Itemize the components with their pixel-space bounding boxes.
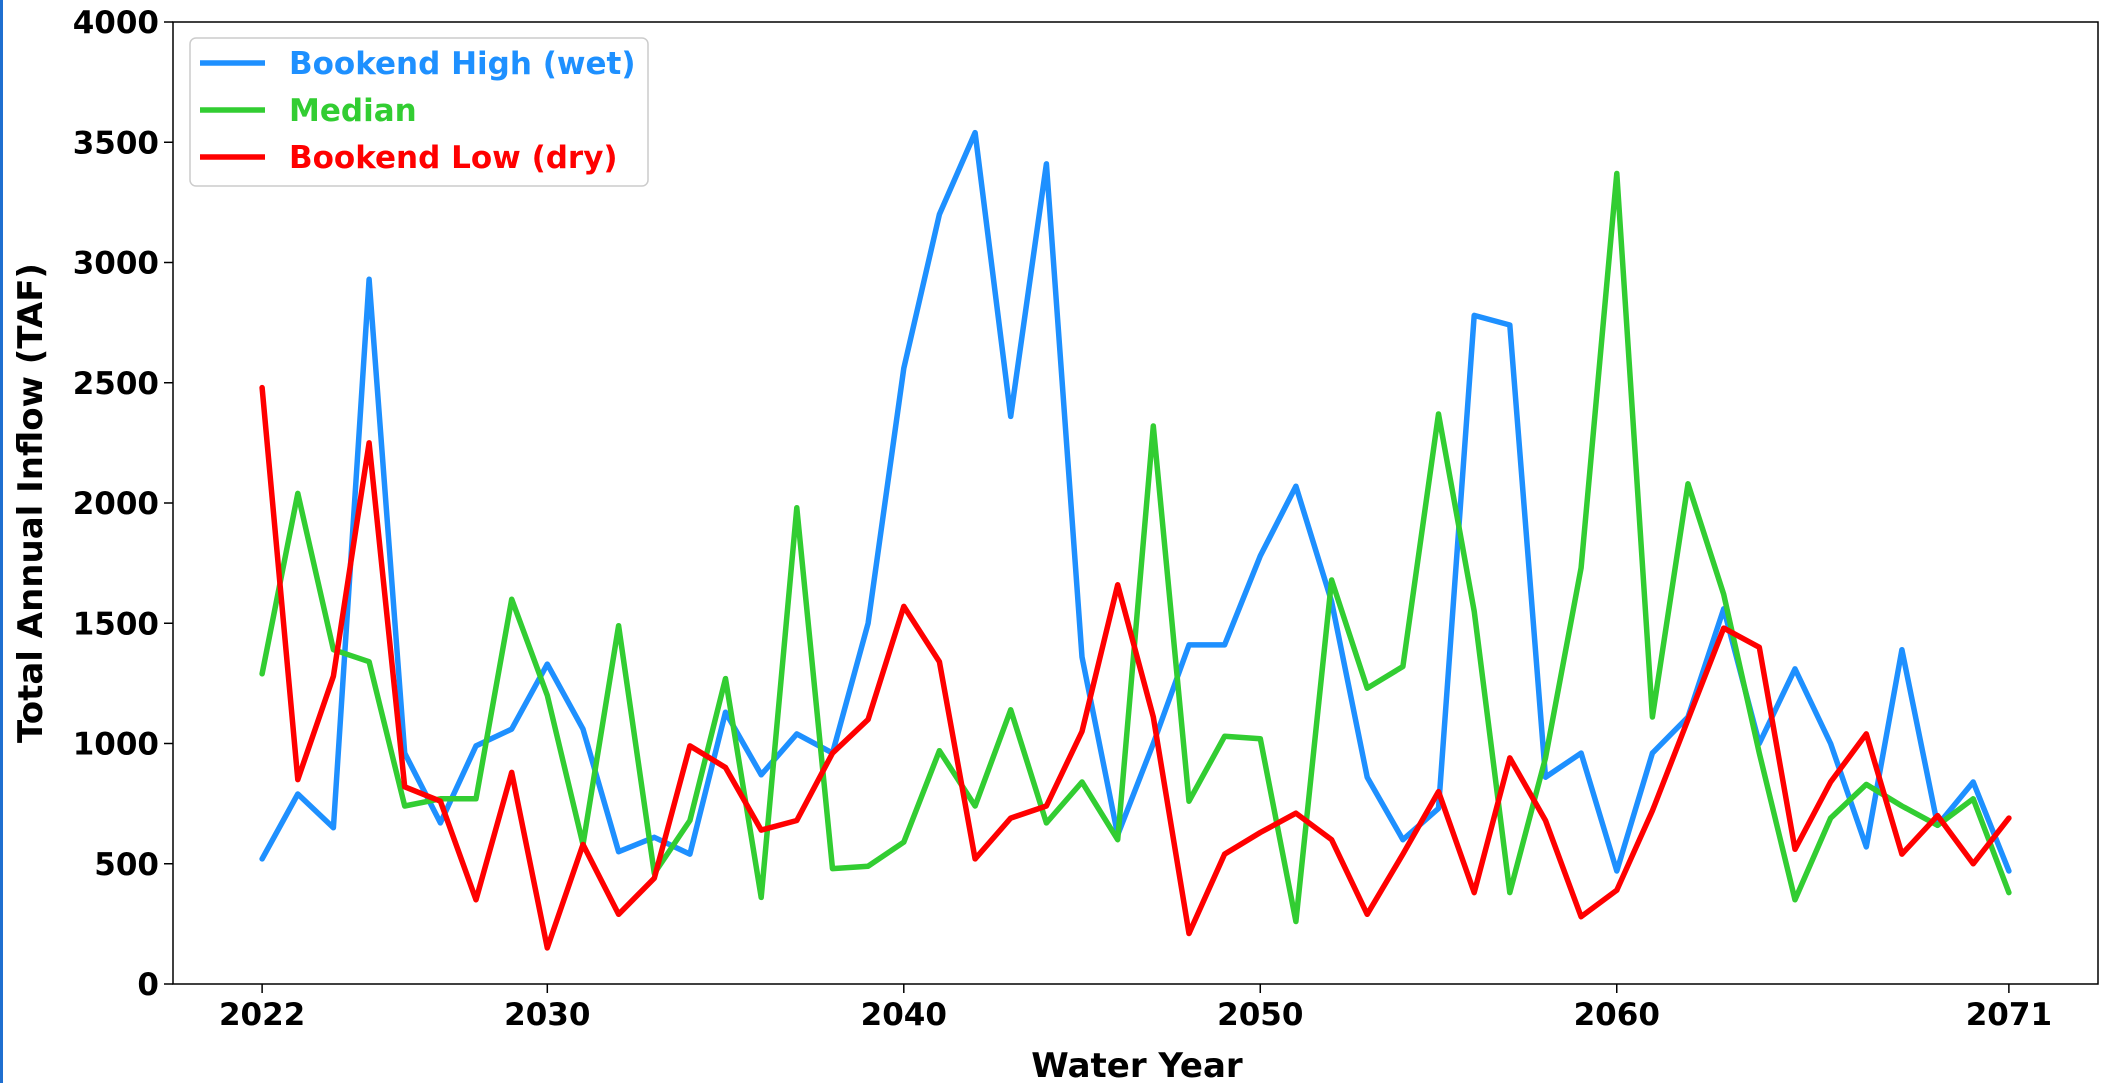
legend-box	[189, 37, 649, 187]
x-tick-label: 2060	[1574, 997, 1660, 1033]
y-tick-label: 2500	[73, 366, 159, 402]
legend: Bookend High (wet) Median Bookend Low (dry…	[189, 37, 649, 187]
y-tick-label: 4000	[73, 5, 159, 41]
x-axis-label: Water Year	[1031, 1046, 1243, 1083]
x-tick-label: 2030	[504, 997, 590, 1033]
y-axis-label: Total Annual Inflow (TAF)	[11, 263, 51, 743]
x-tick-label: 2071	[1966, 997, 2052, 1033]
legend-label-1: Median	[289, 93, 417, 129]
legend-label-2: Bookend Low (dry)	[289, 140, 618, 176]
x-tick-label: 2040	[861, 997, 947, 1033]
series-line-2	[259, 384, 2012, 951]
series-line-0	[259, 129, 2012, 874]
window-edge	[0, 0, 3, 1083]
y-tick-label: 3500	[73, 125, 159, 161]
y-tick-label: 3000	[73, 246, 159, 282]
axis-ticks: 0 500 1000 1500 2000 2500 3000 3500 4000 2022 2030…	[73, 5, 2052, 1033]
y-tick-label: 2000	[73, 486, 159, 522]
x-tick-label: 2022	[219, 997, 305, 1033]
series-line-1	[259, 170, 2012, 925]
y-tick-label: 1000	[73, 727, 159, 763]
legend-label-0: Bookend High (wet)	[289, 46, 636, 82]
y-tick-label: 500	[94, 847, 159, 883]
x-tick-label: 2050	[1217, 997, 1303, 1033]
y-tick-label: 0	[137, 967, 159, 1003]
y-tick-label: 1500	[73, 606, 159, 642]
series-lines	[259, 129, 2012, 951]
